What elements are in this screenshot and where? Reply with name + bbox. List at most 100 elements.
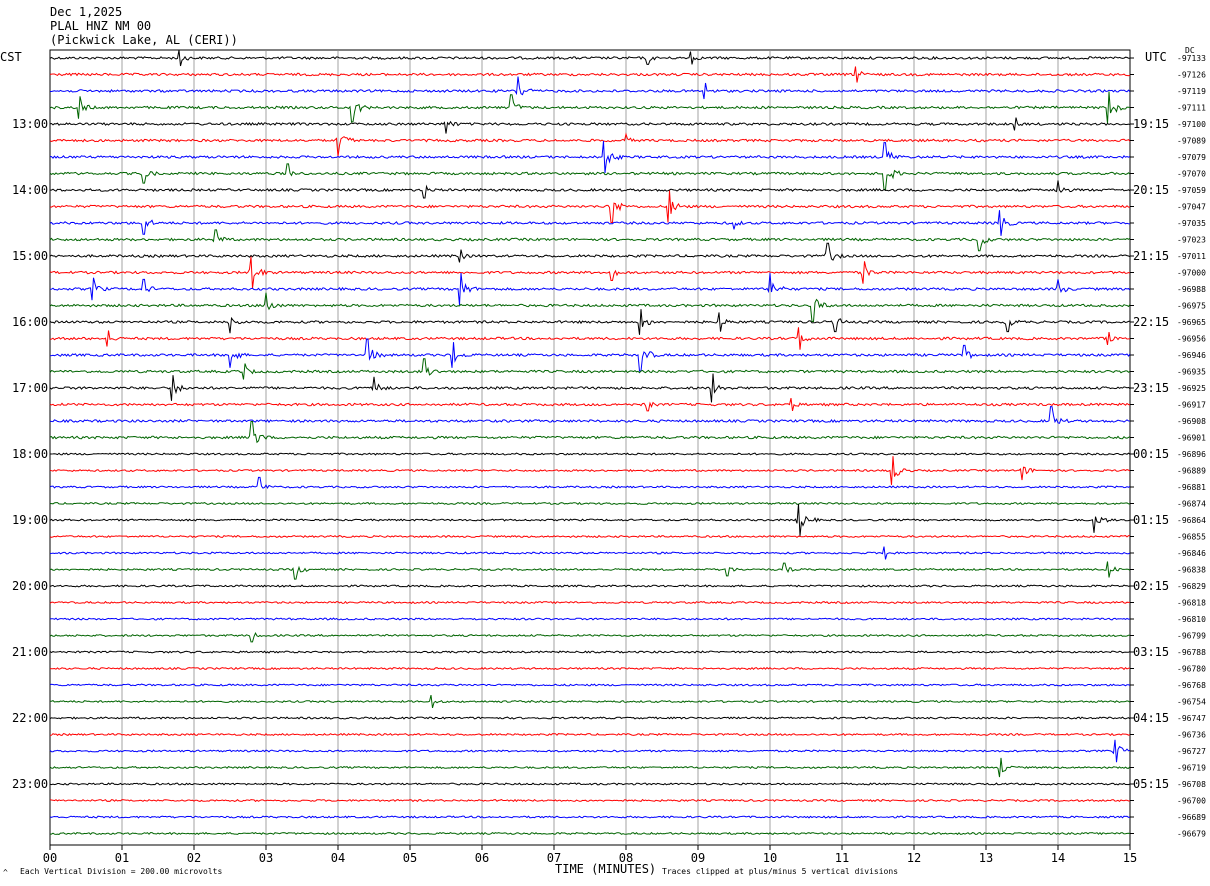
dc-offset-label: -96708 [1177,780,1206,789]
seismic-trace [49,600,1130,605]
seismic-trace [49,338,1131,372]
seismic-trace [49,358,1131,380]
dc-offset-label: -96838 [1177,566,1206,575]
seismic-trace [49,132,1131,157]
seismic-trace [49,650,1131,654]
seismic-trace [49,666,1131,671]
right-hour-label: 03:15 [1133,645,1169,659]
seismic-trace [50,831,1131,836]
right-hour-label: 01:15 [1133,513,1169,527]
dc-offset-label: -96818 [1177,599,1206,608]
dc-offset-label: -96747 [1177,714,1206,723]
dc-offset-label: -97126 [1177,71,1206,80]
seismic-trace [49,91,1131,124]
right-hour-label: 20:15 [1133,183,1169,197]
station-code: PLAL HNZ NM 00 [50,19,152,33]
dc-label: DC [1185,46,1195,55]
dc-offset-label: -96768 [1177,681,1206,690]
left-hour-label: 22:00 [12,711,48,725]
dc-offset-label: -97133 [1177,54,1206,63]
dc-offset-label: -96889 [1177,467,1206,476]
dc-offset-label: -96965 [1177,318,1206,327]
seismic-trace [49,456,1131,485]
plot-frame [49,49,1131,846]
dc-offset-label: -96788 [1177,648,1206,657]
left-hour-label: 18:00 [12,447,48,461]
dc-offset-label: -96956 [1177,335,1206,344]
right-hour-label: 05:15 [1133,777,1169,791]
x-tick-label: 12 [907,851,921,865]
x-tick-label: 01 [115,851,129,865]
seismic-trace [49,210,1131,236]
dc-offset-label: -96935 [1177,368,1206,377]
dc-offset-label: -97100 [1177,120,1206,129]
seismic-trace [49,49,1130,67]
seismic-trace [49,292,1131,322]
seismic-trace [49,561,1131,580]
left-hour-label: 16:00 [12,315,48,329]
left-hour-label: 14:00 [12,183,48,197]
dc-offset-label: -96846 [1177,549,1206,558]
seismic-trace [49,373,1131,403]
seismic-trace [49,163,1131,190]
seismic-trace [49,66,1131,83]
dc-offset-label: -97011 [1177,252,1206,261]
right-hour-label: 02:15 [1133,579,1169,593]
seismic-trace [49,327,1131,350]
dc-offset-label: -96719 [1177,764,1206,773]
dc-offset-label: -96874 [1177,500,1206,509]
x-tick-label: 10 [763,851,777,865]
right-hour-label: 23:15 [1133,381,1169,395]
dc-offset-label: -96780 [1177,665,1206,674]
right-hour-label: 19:15 [1133,117,1169,131]
seismic-trace [49,242,1131,263]
x-tick-label: 07 [547,851,561,865]
left-timezone: CST [0,50,22,64]
left-hour-label: 23:00 [12,777,48,791]
x-tick-label: 14 [1051,851,1065,865]
seismic-trace [49,694,1131,709]
seismic-trace [49,406,1131,424]
x-tick-label: 02 [187,851,201,865]
dc-offset-label: -97023 [1177,236,1206,245]
x-tick-label: 06 [475,851,489,865]
dc-offset-label: -96917 [1177,401,1206,410]
seismic-trace [49,309,1131,335]
seismic-trace [49,117,1131,134]
right-hour-label: 21:15 [1133,249,1169,263]
x-tick-label: 03 [259,851,273,865]
station-location: (Pickwick Lake, AL (CERI)) [50,33,238,47]
x-tick-label: 04 [331,851,345,865]
dc-offset-label: -97070 [1177,170,1206,179]
seismic-trace [49,732,1131,737]
seismic-trace [49,815,1131,819]
seismic-trace [49,140,1131,174]
right-hour-label: 22:15 [1133,315,1169,329]
dc-offset-label: -96864 [1177,516,1206,525]
x-tick-label: 11 [835,851,849,865]
dc-offset-label: -97119 [1177,87,1206,96]
dc-offset-label: -96736 [1177,731,1206,740]
seismic-trace [49,501,1131,506]
x-tick-label: 13 [979,851,993,865]
dc-offset-label: -96700 [1177,797,1206,806]
seismic-trace [49,272,1131,306]
seismic-trace [50,452,1131,456]
seismic-trace [49,716,1131,720]
left-hour-label: 17:00 [12,381,48,395]
dc-offset-label: -96754 [1177,698,1206,707]
seismic-trace [49,476,1131,490]
seismic-trace [49,190,1131,223]
seismic-trace [49,782,1131,786]
dc-offset-label: -96908 [1177,417,1206,426]
dc-offset-label: -96988 [1177,285,1206,294]
right-timezone: UTC [1145,50,1167,64]
dc-offset-label: -97035 [1177,219,1206,228]
xaxis-title: TIME (MINUTES) [555,862,657,876]
left-hour-label: 19:00 [12,513,48,527]
seismic-trace [49,798,1131,803]
x-tick-label: 05 [403,851,417,865]
seismic-trace [49,256,1131,289]
seismic-trace [49,546,1131,560]
